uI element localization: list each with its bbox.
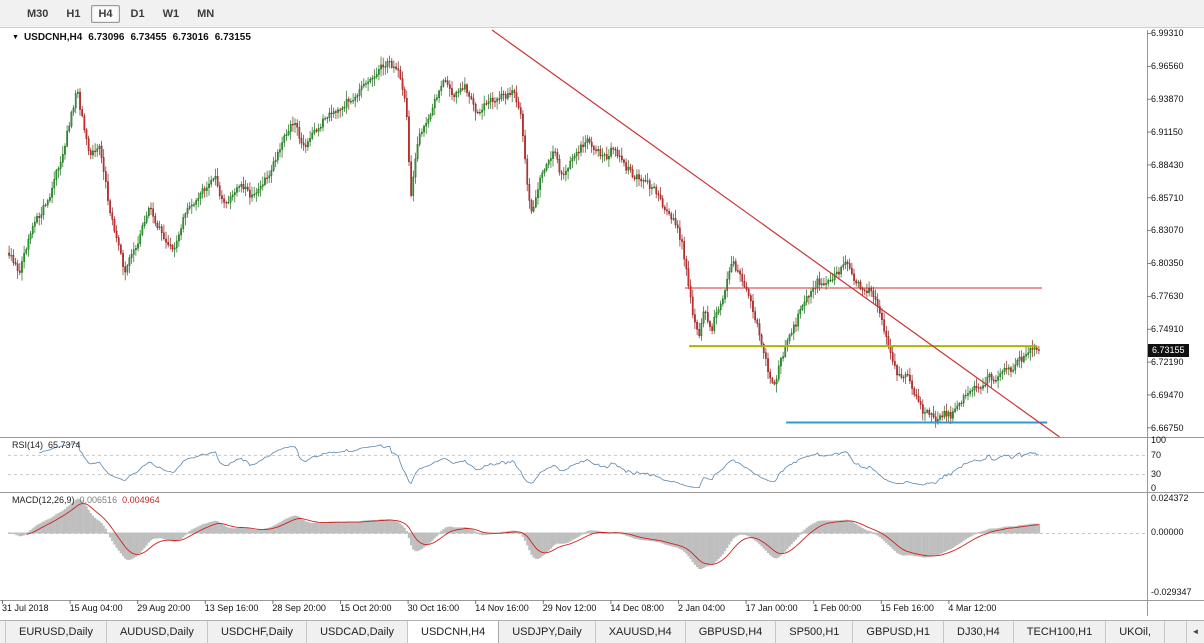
rsi-indicator-label: RSI(14) 65.7374 [12,440,81,450]
price-axis-label: 6.74910 [1151,324,1184,335]
rsi-axis-label: 100 [1151,435,1167,445]
price-axis-label: 6.91150 [1151,126,1183,137]
chart-low-value: 6.73016 [172,32,209,43]
time-axis-label: 2 Jan 04:00 [678,603,726,613]
macd-signal-value: 0.004964 [122,495,160,505]
macd-histogram [7,498,1041,570]
tab-ukoil[interactable]: UKOil, [1106,621,1165,643]
tab-gbpusd-h1[interactable]: GBPUSD,H1 [853,621,944,643]
tab-gbpusd-h4[interactable]: GBPUSD,H4 [686,621,777,643]
price-axis-label: 6.72190 [1151,357,1184,368]
macd-axis-label: -0.029347 [1151,587,1192,597]
timeframe-button-m30[interactable]: M30 [27,7,49,20]
macd-axis-label: 0.024372 [1151,493,1189,503]
rsi-axis-label: 30 [1151,469,1162,479]
tab-scroll-left-button[interactable]: ◄ [1186,621,1204,643]
tab-audusd-daily[interactable]: AUDUSD,Daily [107,621,208,643]
tab-xauusd-h4[interactable]: XAUUSD,H4 [596,621,686,643]
timeframe-button-d1[interactable]: D1 [130,7,145,20]
price-axis-label: 6.93870 [1151,93,1184,104]
rsi-value: 65.7374 [48,440,81,450]
current-price-badge: 6.73155 [1148,344,1189,357]
price-axis-label: 6.77630 [1151,291,1184,302]
macd-main-value: 0.006516 [79,495,118,505]
price-axis-label: 6.96560 [1151,60,1184,71]
chart-symbol-period: USDCNH,H4 [23,32,83,43]
chart-title: ▼ USDCNH,H4 6.73096 6.73455 6.73016 6.73… [12,32,251,43]
chart-close-value: 6.73155 [214,32,251,43]
candle-wicks-down [8,57,1040,428]
timeframe-toolbar: M30 H1 H4 D1 W1 MN [0,0,1204,28]
macd-name: MACD(12,26,9) [12,495,75,505]
tab-usdjpy-daily[interactable]: USDJPY,Daily [499,621,596,643]
candles-up-layer [10,61,1036,424]
time-axis-label: 30 Oct 16:00 [407,603,460,613]
tab-usdcad-daily[interactable]: USDCAD,Daily [307,621,409,643]
time-axis[interactable]: 31 Jul 2018 15 Aug 04:00 29 Aug 20:00 13 Se… [0,600,1204,617]
macd-indicator-label: MACD(12,26,9) 0.006516 0.004964 [12,495,160,505]
time-axis-label: 29 Aug 20:00 [137,603,191,613]
price-axis-label: 6.69470 [1151,389,1184,400]
chart-open-value: 6.73096 [88,32,125,43]
timeframe-button-mn[interactable]: MN [197,7,215,20]
time-axis-label: 13 Sep 16:00 [204,603,259,613]
time-axis-label: 29 Nov 12:00 [542,603,597,613]
time-axis-label: 15 Feb 16:00 [880,603,934,613]
price-axis-label: 6.66750 [1151,422,1184,433]
rsi-name: RSI(14) [12,440,44,450]
time-axis-label: 15 Aug 04:00 [69,603,123,613]
price-axis[interactable]: 6.99310 6.96560 6.93870 6.91150 6.88430 … [1151,29,1184,433]
rsi-line [39,442,1040,489]
time-axis-label: 31 Jul 2018 [2,603,49,613]
timeframe-button-w1[interactable]: W1 [162,7,180,20]
macd-signal-line [26,503,1039,565]
chart-high-value: 6.73455 [130,32,167,43]
price-axis-label: 6.88430 [1151,159,1184,170]
chart-tabs-bar: EURUSD,Daily AUDUSD,Daily USDCHF,Daily U… [0,620,1204,643]
time-axis-label: 14 Dec 08:00 [610,603,664,613]
candles-down-layer [8,61,1040,424]
timeframe-button-h1[interactable]: H1 [66,7,81,20]
timeframe-button-h4[interactable]: H4 [91,4,120,23]
rsi-axis-label: 70 [1151,450,1162,460]
chart-dropdown-icon[interactable]: ▼ [12,34,19,41]
macd-axis-label: 0.00000 [1151,527,1184,537]
tab-tech100-h1[interactable]: TECH100,H1 [1014,621,1107,643]
price-axis-label: 6.83070 [1151,225,1184,236]
price-axis-label: 6.99310 [1151,28,1184,38]
time-axis-label: 14 Nov 16:00 [475,603,529,613]
price-axis-label: 6.85710 [1151,192,1184,203]
tab-eurusd-daily[interactable]: EURUSD,Daily [5,621,107,643]
tab-sp500-h1[interactable]: SP500,H1 [776,621,854,643]
time-axis-label: 28 Sep 20:00 [272,603,326,613]
rsi-axis-label: 0 [1151,483,1157,493]
time-axis-label: 4 Mar 12:00 [948,603,997,613]
time-axis-label: 15 Oct 20:00 [340,603,392,613]
tab-usdcnh-h4[interactable]: USDCNH,H4 [408,621,500,643]
trendline-object[interactable] [491,29,1060,438]
time-axis-label: 17 Jan 00:00 [745,603,798,613]
tab-usdchf-daily[interactable]: USDCHF,Daily [208,621,308,643]
tab-dj30-h4[interactable]: DJ30,H4 [944,621,1014,643]
time-axis-label: 1 Feb 00:00 [813,603,862,613]
price-axis-label: 6.80350 [1151,258,1184,269]
drawn-objects-layer[interactable] [491,29,1060,438]
